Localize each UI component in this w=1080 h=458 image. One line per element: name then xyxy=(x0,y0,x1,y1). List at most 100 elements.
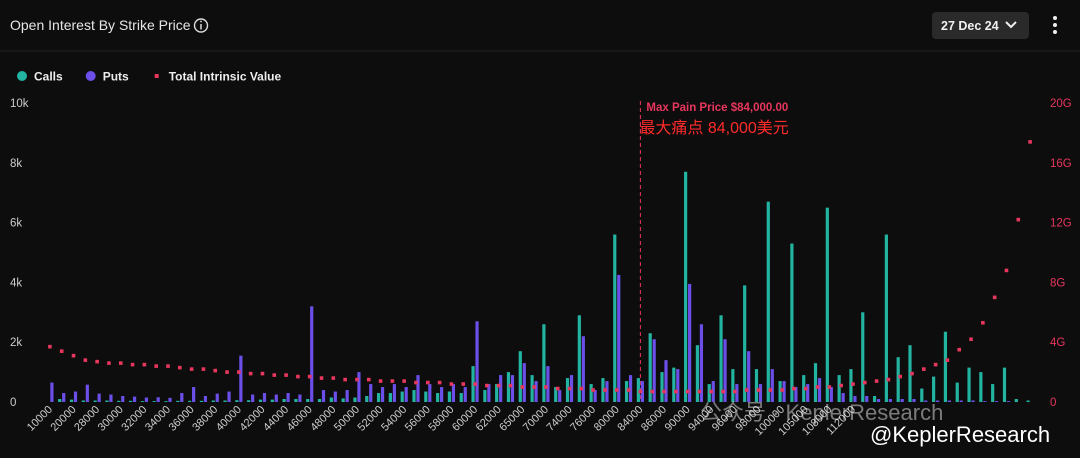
bar xyxy=(817,378,822,402)
intrinsic-dot xyxy=(473,382,477,386)
intrinsic-dot xyxy=(189,367,194,371)
bar xyxy=(695,345,700,402)
bar xyxy=(321,390,326,402)
bar xyxy=(959,400,963,402)
bar xyxy=(995,401,999,402)
bar xyxy=(790,243,794,402)
bar xyxy=(180,393,184,402)
bar xyxy=(357,372,361,402)
intrinsic-dot xyxy=(402,379,406,383)
intrinsic-dot xyxy=(1016,217,1021,222)
bar xyxy=(672,367,676,402)
bar xyxy=(69,399,74,402)
bar xyxy=(329,397,333,402)
intrinsic-dot xyxy=(331,376,336,380)
bar xyxy=(640,381,644,402)
intrinsic-dot xyxy=(307,374,312,379)
intrinsic-dot xyxy=(662,389,666,394)
intrinsic-dot xyxy=(237,370,241,374)
bar xyxy=(802,375,806,402)
panel-title: Open Interest By Strike Price xyxy=(10,17,191,33)
bar xyxy=(546,366,550,402)
bar xyxy=(628,375,633,402)
bar xyxy=(73,391,78,402)
bar xyxy=(865,396,869,402)
intrinsic-dot xyxy=(957,347,962,352)
bar xyxy=(589,384,593,402)
bar xyxy=(117,400,121,402)
intrinsic-dot xyxy=(48,344,52,349)
bar xyxy=(156,397,160,402)
legend-swatch xyxy=(17,71,27,81)
date-dropdown[interactable]: 27 Dec 24 xyxy=(932,12,1029,39)
bar xyxy=(404,387,408,402)
bar xyxy=(676,369,680,402)
intrinsic-dot xyxy=(709,389,714,394)
bar xyxy=(530,375,534,402)
intrinsic-dot xyxy=(272,373,277,377)
bar xyxy=(660,372,664,402)
bar xyxy=(888,399,892,402)
bar xyxy=(723,339,727,402)
bar xyxy=(971,400,975,402)
bar xyxy=(392,384,396,402)
intrinsic-dot xyxy=(201,367,206,371)
bar xyxy=(188,400,192,402)
bar xyxy=(770,369,774,402)
bar xyxy=(699,324,704,402)
intrinsic-dot xyxy=(862,380,867,385)
intrinsic-dot xyxy=(721,389,725,394)
intrinsic-dot xyxy=(225,370,229,374)
bar xyxy=(199,400,204,402)
bar xyxy=(416,375,420,402)
bar xyxy=(554,387,558,402)
intrinsic-dot xyxy=(591,388,595,392)
bar xyxy=(310,306,314,402)
intrinsic-dot xyxy=(851,382,855,386)
bar xyxy=(565,378,570,402)
bar xyxy=(652,339,656,402)
intrinsic-dot xyxy=(437,380,442,385)
intrinsic-dot xyxy=(508,383,513,388)
bar xyxy=(853,396,857,402)
intrinsic-dot xyxy=(815,385,820,389)
bar xyxy=(451,384,456,402)
bar xyxy=(483,390,487,402)
bar xyxy=(983,401,987,402)
bar xyxy=(353,397,357,402)
bar xyxy=(884,234,888,402)
intrinsic-dot xyxy=(992,295,997,300)
intrinsic-dot xyxy=(83,358,88,362)
bar xyxy=(412,390,416,402)
annotation: Max Pain Price $84,000.00 xyxy=(646,102,788,114)
intrinsic-dot xyxy=(674,389,678,394)
bar xyxy=(747,351,751,402)
bar xyxy=(872,396,877,402)
menu-button[interactable] xyxy=(1053,16,1057,34)
intrinsic-dot xyxy=(792,386,796,391)
bar xyxy=(778,381,782,402)
bar xyxy=(876,399,881,402)
bar xyxy=(664,360,668,402)
bar xyxy=(58,399,62,402)
bar xyxy=(719,315,723,402)
intrinsic-dot xyxy=(532,385,536,389)
bar xyxy=(979,372,983,402)
intrinsic-dot xyxy=(520,385,525,389)
legend-label: Calls xyxy=(34,70,63,84)
intrinsic-dot xyxy=(945,358,950,362)
bar xyxy=(542,324,546,402)
bar xyxy=(215,393,219,402)
y-tick-label: 2k xyxy=(10,337,22,349)
intrinsic-dot xyxy=(485,383,489,388)
intrinsic-dot xyxy=(626,388,631,392)
intrinsic-dot xyxy=(154,364,158,368)
bar xyxy=(97,393,101,402)
intrinsic-dot xyxy=(378,379,383,383)
intrinsic-dot xyxy=(166,364,170,368)
bar xyxy=(829,387,833,402)
bar xyxy=(140,401,144,402)
info-icon[interactable] xyxy=(193,18,209,33)
intrinsic-dot xyxy=(95,359,99,364)
bar xyxy=(912,399,916,402)
